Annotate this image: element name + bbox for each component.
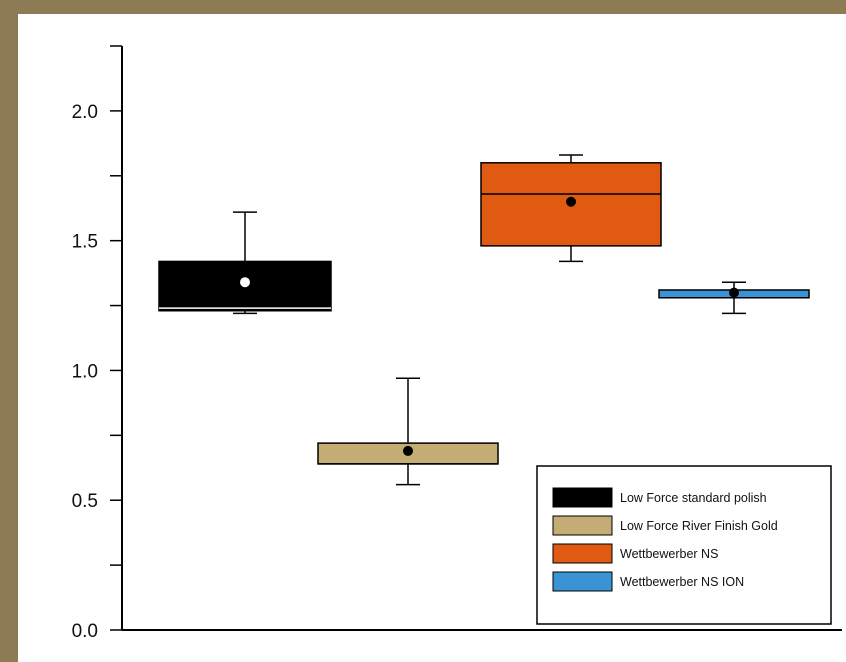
legend-swatch xyxy=(552,543,613,564)
mean-marker xyxy=(240,277,250,288)
boxes xyxy=(158,154,810,486)
legend-label: Low Force standard polish xyxy=(620,491,767,505)
box-3 xyxy=(480,154,662,263)
y-tick-label: 0.5 xyxy=(72,491,98,512)
y-tick-label: 1.5 xyxy=(72,232,98,253)
y-tick-label: 0.0 xyxy=(72,621,98,642)
box-2 xyxy=(317,377,499,486)
legend-swatch xyxy=(552,571,613,592)
mean-marker xyxy=(566,196,576,207)
mean-marker xyxy=(729,287,739,298)
legend-label: Wettbewerber NS ION xyxy=(620,575,744,589)
axes: 0.0 0.5 1.0 1.5 2.0 xyxy=(72,45,842,642)
y-tick-label: 1.0 xyxy=(72,361,98,382)
box-1 xyxy=(158,211,332,315)
y-tick-label: 2.0 xyxy=(72,102,98,123)
legend-label: Low Force River Finish Gold xyxy=(620,519,778,533)
legend-label: Wettbewerber NS xyxy=(620,547,718,561)
mean-marker xyxy=(403,445,413,456)
header-strip xyxy=(0,0,846,14)
box-4 xyxy=(658,281,810,315)
legend: Low Force standard polish Low Force River… xyxy=(536,465,832,625)
legend-swatch xyxy=(552,515,613,536)
legend-swatch xyxy=(552,487,613,508)
